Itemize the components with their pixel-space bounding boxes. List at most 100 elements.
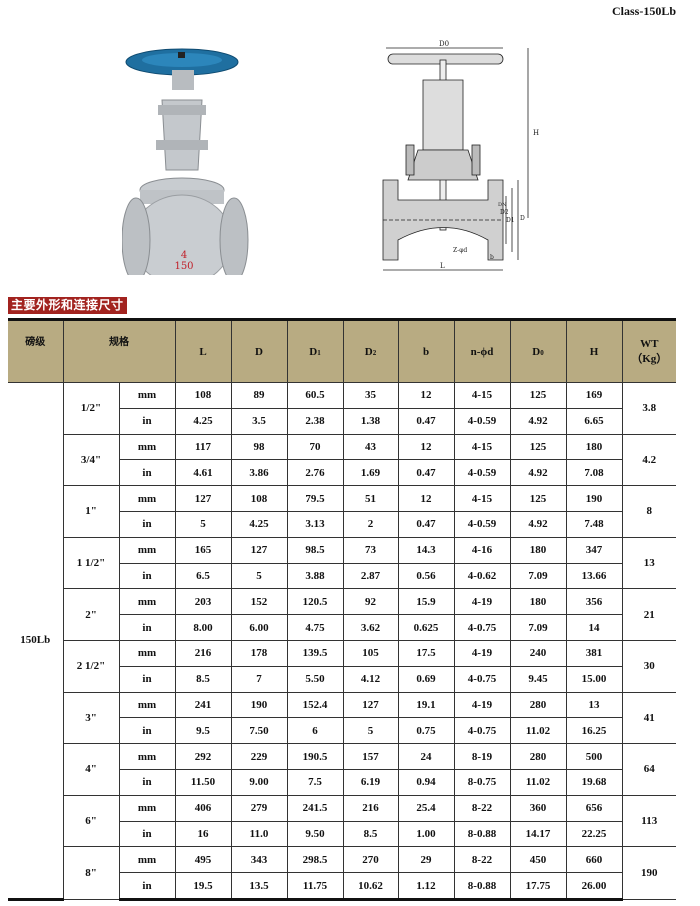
value-cell: 4.25 <box>174 407 232 435</box>
value-cell: 60.5 <box>286 382 344 409</box>
unit-cell: mm <box>118 536 176 564</box>
value-cell: 180 <box>565 433 623 461</box>
value-cell: 216 <box>174 639 232 667</box>
value-cell: 279 <box>230 794 288 822</box>
value-cell: 11.02 <box>509 717 567 745</box>
value-cell: 108 <box>174 382 232 409</box>
value-cell: 495 <box>174 846 232 874</box>
header-h: H <box>565 318 623 383</box>
value-cell: 5 <box>230 562 288 590</box>
table-row: in 4.61 3.86 2.76 1.69 0.47 4-0.59 4.92 7.08 <box>8 459 700 487</box>
header-d2: D2 <box>342 318 399 383</box>
label-d: D <box>520 215 525 222</box>
value-cell: 8-0.88 <box>453 820 511 848</box>
value-cell: 2 <box>342 510 399 538</box>
value-cell: 0.69 <box>397 665 455 693</box>
value-cell: 7.50 <box>230 717 288 745</box>
weight-cell: 8 <box>621 485 676 538</box>
value-cell: 500 <box>565 743 623 770</box>
value-cell: 4.75 <box>286 614 344 641</box>
table-row: in 19.5 13.5 11.75 10.62 1.12 8-0.88 17.75 26.00 <box>8 872 700 901</box>
value-cell: 25.4 <box>397 794 455 822</box>
value-cell: 203 <box>174 588 232 616</box>
dimension-table: 磅级 规格 L D D1 D2 b n-ϕd D0 H WT （Kg） 150Lb… <box>8 318 700 901</box>
header-class: 磅级 <box>8 318 64 383</box>
value-cell: 180 <box>509 536 567 564</box>
value-cell: 180 <box>509 588 567 616</box>
value-cell: 105 <box>342 639 399 667</box>
value-cell: 7.09 <box>509 614 567 641</box>
value-cell: 13.66 <box>565 562 623 590</box>
value-cell: 11.02 <box>509 768 567 796</box>
value-cell: 4.61 <box>174 459 232 487</box>
unit-cell: in <box>118 717 176 745</box>
value-cell: 360 <box>509 794 567 822</box>
value-cell: 0.625 <box>397 614 455 641</box>
unit-cell: mm <box>118 485 176 512</box>
value-cell: 108 <box>230 485 288 512</box>
value-cell: 89 <box>230 382 288 409</box>
value-cell: 229 <box>230 743 288 770</box>
value-cell: 4-0.75 <box>453 614 511 641</box>
value-cell: 241.5 <box>286 794 344 822</box>
value-cell: 3.62 <box>342 614 399 641</box>
value-cell: 165 <box>174 536 232 564</box>
value-cell: 0.47 <box>397 510 455 538</box>
value-cell: 169 <box>565 382 623 409</box>
label-d2: D2 <box>500 209 509 216</box>
unit-cell: mm <box>118 846 176 874</box>
value-cell: 6.65 <box>565 407 623 435</box>
unit-cell: in <box>118 820 176 848</box>
value-cell: 22.25 <box>565 820 623 848</box>
value-cell: 3.5 <box>230 407 288 435</box>
photo-size-marking: 4 <box>181 250 187 261</box>
value-cell: 660 <box>565 846 623 874</box>
table-row: in 4.25 3.5 2.38 1.38 0.47 4-0.59 4.92 6.65 <box>8 407 700 435</box>
weight-cell: 41 <box>621 691 676 745</box>
value-cell: 190.5 <box>286 743 344 770</box>
value-cell: 343 <box>230 846 288 874</box>
value-cell: 19.68 <box>565 768 623 796</box>
weight-cell: 4.2 <box>621 433 676 487</box>
header-b: b <box>397 318 455 383</box>
value-cell: 4-15 <box>453 382 511 409</box>
value-cell: 5.50 <box>286 665 344 693</box>
value-cell: 656 <box>565 794 623 822</box>
weight-cell: 30 <box>621 639 676 693</box>
value-cell: 4.12 <box>342 665 399 693</box>
unit-cell: mm <box>118 794 176 822</box>
value-cell: 98 <box>230 433 288 461</box>
value-cell: 347 <box>565 536 623 564</box>
size-cell: 1" <box>62 485 120 538</box>
weight-cell: 190 <box>621 846 676 900</box>
table-row: in 9.5 7.50 6 5 0.75 4-0.75 11.02 16.25 <box>8 717 700 745</box>
header-d0: D0 <box>509 318 567 383</box>
value-cell: 12 <box>397 382 455 409</box>
photo-rating-marking: 150 <box>174 261 193 272</box>
value-cell: 3.13 <box>286 510 344 538</box>
value-cell: 8.5 <box>174 665 232 693</box>
value-cell: 17.5 <box>397 639 455 667</box>
value-cell: 16 <box>174 820 232 848</box>
size-cell: 3" <box>62 691 120 745</box>
value-cell: 6.00 <box>230 614 288 641</box>
value-cell: 6.5 <box>174 562 232 590</box>
value-cell: 0.47 <box>397 459 455 487</box>
header-d: D <box>230 318 288 383</box>
value-cell: 14 <box>565 614 623 641</box>
value-cell: 125 <box>509 382 567 409</box>
header-d1: D1 <box>286 318 344 383</box>
value-cell: 11.0 <box>230 820 288 848</box>
value-cell: 70 <box>286 433 344 461</box>
weight-cell: 113 <box>621 794 676 848</box>
value-cell: 98.5 <box>286 536 344 564</box>
value-cell: 125 <box>509 433 567 461</box>
value-cell: 280 <box>509 691 567 719</box>
value-cell: 73 <box>342 536 399 564</box>
value-cell: 216 <box>342 794 399 822</box>
value-cell: 6 <box>286 717 344 745</box>
size-cell: 6" <box>62 794 120 848</box>
value-cell: 4.25 <box>230 510 288 538</box>
value-cell: 8-19 <box>453 743 511 770</box>
value-cell: 7.48 <box>565 510 623 538</box>
